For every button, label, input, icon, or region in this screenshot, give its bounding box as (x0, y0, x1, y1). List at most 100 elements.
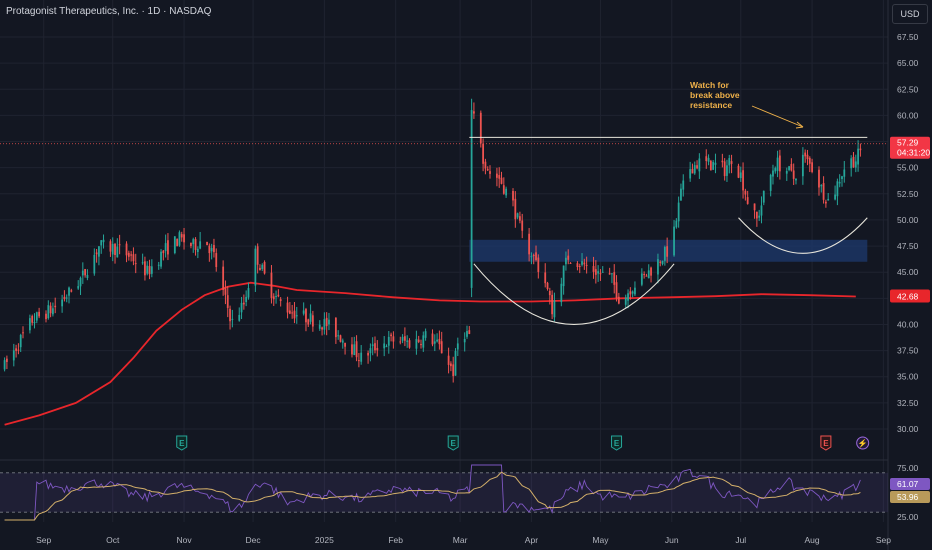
candle-body (698, 158, 701, 172)
candle-body (369, 348, 372, 354)
candle-body (592, 266, 595, 272)
time-tick-label: Aug (805, 535, 820, 545)
candle-body (118, 244, 121, 246)
time-tick-label: Sep (876, 535, 891, 545)
candle-body (176, 239, 179, 247)
candle-body (15, 348, 18, 351)
time-tick-label: May (592, 535, 609, 545)
candle-body (820, 185, 823, 187)
price-axis[interactable]: 67.50 65.00 62.50 60.00 55.00 52.50 50.00 47.50… (890, 32, 930, 522)
annotation-text: break above (690, 90, 740, 100)
candle-body (760, 205, 763, 216)
candle-body (190, 242, 192, 247)
candle-body (806, 154, 809, 160)
candle-body (705, 156, 708, 162)
time-axis[interactable]: Sep Oct Nov Dec 2025 Feb Mar Apr May Jun Jul Aug Sep (36, 535, 891, 545)
time-tick-label: Jun (665, 535, 679, 545)
candle-body (737, 165, 740, 178)
candle-body (93, 254, 96, 274)
candle-body (337, 335, 340, 337)
candle-body (194, 239, 197, 250)
candle-body (822, 183, 825, 200)
price-tick-label: 60.00 (897, 110, 919, 120)
rsi-line (4, 464, 861, 521)
candle-body (102, 239, 105, 243)
candle-body (54, 305, 57, 308)
candle-body (631, 291, 634, 294)
candle-body (659, 261, 662, 263)
earnings-event-icon[interactable] (611, 435, 623, 451)
time-tick-label: Dec (245, 535, 261, 545)
candle-body (33, 322, 36, 324)
candle-body (730, 161, 733, 164)
candle-body (286, 302, 289, 313)
earnings-event-icon[interactable] (176, 435, 188, 451)
last-price-badge (890, 136, 930, 159)
candle-body (424, 331, 427, 338)
price-tick-label: 45.00 (897, 267, 919, 277)
candle-body (569, 262, 572, 264)
candle-body (245, 296, 248, 303)
earnings-event-icon[interactable] (447, 435, 459, 451)
candle-body (843, 169, 846, 177)
candle-body (530, 256, 533, 258)
candle-body (277, 294, 280, 297)
candle-body (157, 264, 160, 266)
candle-body (657, 259, 659, 275)
price-tick-label: 52.50 (897, 189, 919, 199)
candle-body (624, 297, 627, 305)
news-event-icon[interactable] (856, 436, 870, 450)
candle-body (576, 263, 579, 267)
candle-body (500, 177, 503, 184)
candle-body (581, 261, 583, 265)
candle-body (305, 309, 307, 323)
candle-body (321, 327, 323, 330)
candle-body (272, 296, 275, 300)
candle-body (548, 290, 551, 296)
candle-body (141, 262, 144, 264)
candle-body (222, 266, 225, 290)
rsi-ma-line (4, 471, 861, 521)
candle-body (323, 319, 326, 330)
rsi-panel (0, 464, 888, 521)
candle-body (502, 185, 505, 194)
candle-body (130, 254, 133, 256)
candle-body (247, 288, 250, 298)
candle-body (689, 169, 692, 179)
currency-button[interactable]: USD (892, 4, 928, 24)
candle-body (144, 261, 146, 276)
candle-body (682, 180, 685, 190)
rsi-value-label: 61.07 (897, 479, 919, 489)
time-tick-label: Feb (388, 535, 403, 545)
candle-body (65, 297, 68, 299)
candle-body (744, 190, 747, 195)
candle-body (114, 243, 116, 255)
time-tick-label: Jul (735, 535, 746, 545)
candle-body (242, 302, 245, 305)
chart-title: Protagonist Therapeutics, Inc. · 1D · NA… (6, 6, 212, 17)
candle-body (134, 263, 137, 265)
candle-body (132, 254, 135, 262)
earnings-event-icon[interactable] (820, 435, 832, 451)
candle-body (516, 213, 519, 218)
candle-body (196, 248, 199, 252)
candle-body (238, 314, 241, 321)
rsi-band (0, 472, 888, 513)
candle-body (86, 275, 89, 278)
rsi-tick-label: 75.00 (897, 463, 919, 473)
candle-body (440, 341, 443, 354)
candle-body (776, 157, 779, 171)
candle-body (270, 272, 273, 298)
candle-body (199, 241, 202, 249)
event-label: E (823, 439, 829, 448)
candle-body (742, 170, 744, 191)
annotation-text: resistance (690, 100, 732, 110)
candle-body (19, 334, 22, 348)
candle-body (208, 245, 211, 254)
rsi-tick-label: 25.00 (897, 512, 919, 522)
candle-body (505, 188, 508, 196)
grid-lines (0, 0, 889, 550)
candle-body (484, 161, 487, 169)
candle-body (578, 265, 581, 267)
candle-body (804, 152, 807, 157)
